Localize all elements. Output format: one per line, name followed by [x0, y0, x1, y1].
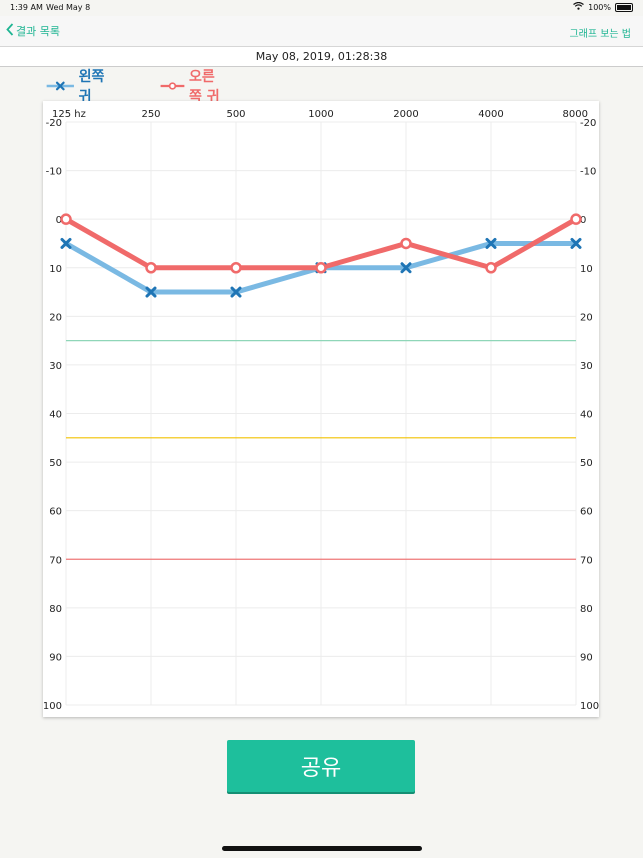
- y-tick-label-right: 10: [580, 264, 593, 275]
- y-tick-label-left: 30: [49, 361, 62, 372]
- data-point-left-ear: [145, 286, 157, 298]
- nav-bar: 결과 목록 그래프 보는 법: [0, 16, 643, 47]
- x-tick-label: 4000: [478, 109, 503, 120]
- data-point-left-ear: [60, 237, 72, 249]
- wifi-icon: [573, 1, 584, 12]
- y-tick-label-left: 60: [49, 507, 62, 518]
- status-time: 1:39 AM: [10, 3, 43, 12]
- x-tick-label: 250: [141, 109, 160, 120]
- audiogram-chart: -20 -20 -10 -10 0 0 10 10 20 20 30 30 40 40 50 50 60 60 70…: [43, 101, 599, 717]
- y-tick-label-right: 70: [580, 555, 593, 566]
- data-point-right-ear: [315, 262, 327, 274]
- back-button-label: 결과 목록: [16, 25, 60, 38]
- y-tick-label-right: 100: [580, 701, 599, 712]
- x-tick-label: 500: [226, 109, 245, 120]
- x-tick-label: 1000: [308, 109, 333, 120]
- data-point-left-ear: [570, 237, 582, 249]
- graph-help-button[interactable]: 그래프 보는 법: [569, 29, 631, 40]
- y-tick-label-right: -20: [580, 118, 596, 129]
- y-tick-label-left: 40: [49, 410, 62, 421]
- status-date: Wed May 8: [46, 3, 91, 12]
- battery-percent: 100%: [588, 2, 611, 12]
- x-tick-label: 2000: [393, 109, 418, 120]
- y-tick-label-right: 90: [580, 652, 593, 663]
- y-tick-label-left: 50: [49, 458, 62, 469]
- legend-left-ear-label: 왼쪽 귀: [78, 69, 105, 105]
- data-point-left-ear: [485, 237, 497, 249]
- data-point-right-ear: [570, 213, 582, 225]
- y-tick-label-right: -10: [580, 167, 596, 178]
- share-button[interactable]: 공유: [227, 740, 415, 792]
- status-right: 100%: [573, 1, 633, 12]
- battery-icon: [615, 2, 633, 12]
- data-point-left-ear: [230, 286, 242, 298]
- y-tick-label-right: 30: [580, 361, 593, 372]
- legend-right-ear: 오른쪽 귀: [160, 69, 221, 105]
- data-point-right-ear: [145, 262, 157, 274]
- legend-right-ear-label: 오른쪽 귀: [188, 69, 220, 105]
- data-point-left-ear: [400, 262, 412, 274]
- y-tick-label-left: 10: [49, 264, 62, 275]
- y-tick-label-right: 20: [580, 312, 593, 323]
- y-tick-label-right: 60: [580, 507, 593, 518]
- x-tick-label: 125 hz: [52, 109, 86, 120]
- y-tick-label-right: 40: [580, 410, 593, 421]
- circle-marker-icon: [160, 82, 185, 90]
- y-tick-label-left: 20: [49, 312, 62, 323]
- y-tick-label-left: 90: [49, 652, 62, 663]
- x-tick-label: 8000: [563, 109, 588, 120]
- chevron-left-icon: [6, 23, 14, 39]
- data-point-right-ear: [485, 262, 497, 274]
- y-tick-label-right: 80: [580, 604, 593, 615]
- data-point-right-ear: [400, 237, 412, 250]
- y-tick-label-right: 0: [580, 215, 586, 226]
- status-bar: 1:39 AM Wed May 8 100%: [0, 0, 643, 16]
- data-point-right-ear: [60, 213, 72, 225]
- y-tick-label-left: 100: [43, 701, 62, 712]
- home-indicator[interactable]: [222, 846, 422, 851]
- audiogram-svg: -20 -20 -10 -10 0 0 10 10 20 20 30 30 40 40 50 50 60 60 70…: [43, 109, 599, 712]
- y-tick-label-left: 0: [56, 215, 62, 226]
- y-tick-label-right: 50: [580, 458, 593, 469]
- x-marker-icon: [46, 81, 74, 91]
- y-tick-label-left: -10: [46, 167, 62, 178]
- back-button[interactable]: 결과 목록: [6, 23, 60, 39]
- y-tick-label-left: 80: [49, 604, 62, 615]
- y-tick-label-left: -20: [46, 118, 62, 129]
- data-point-right-ear: [230, 262, 242, 274]
- test-datetime: May 08, 2019, 01:28:38: [0, 47, 643, 67]
- y-tick-label-left: 70: [49, 555, 62, 566]
- legend-left-ear: 왼쪽 귀: [46, 69, 107, 105]
